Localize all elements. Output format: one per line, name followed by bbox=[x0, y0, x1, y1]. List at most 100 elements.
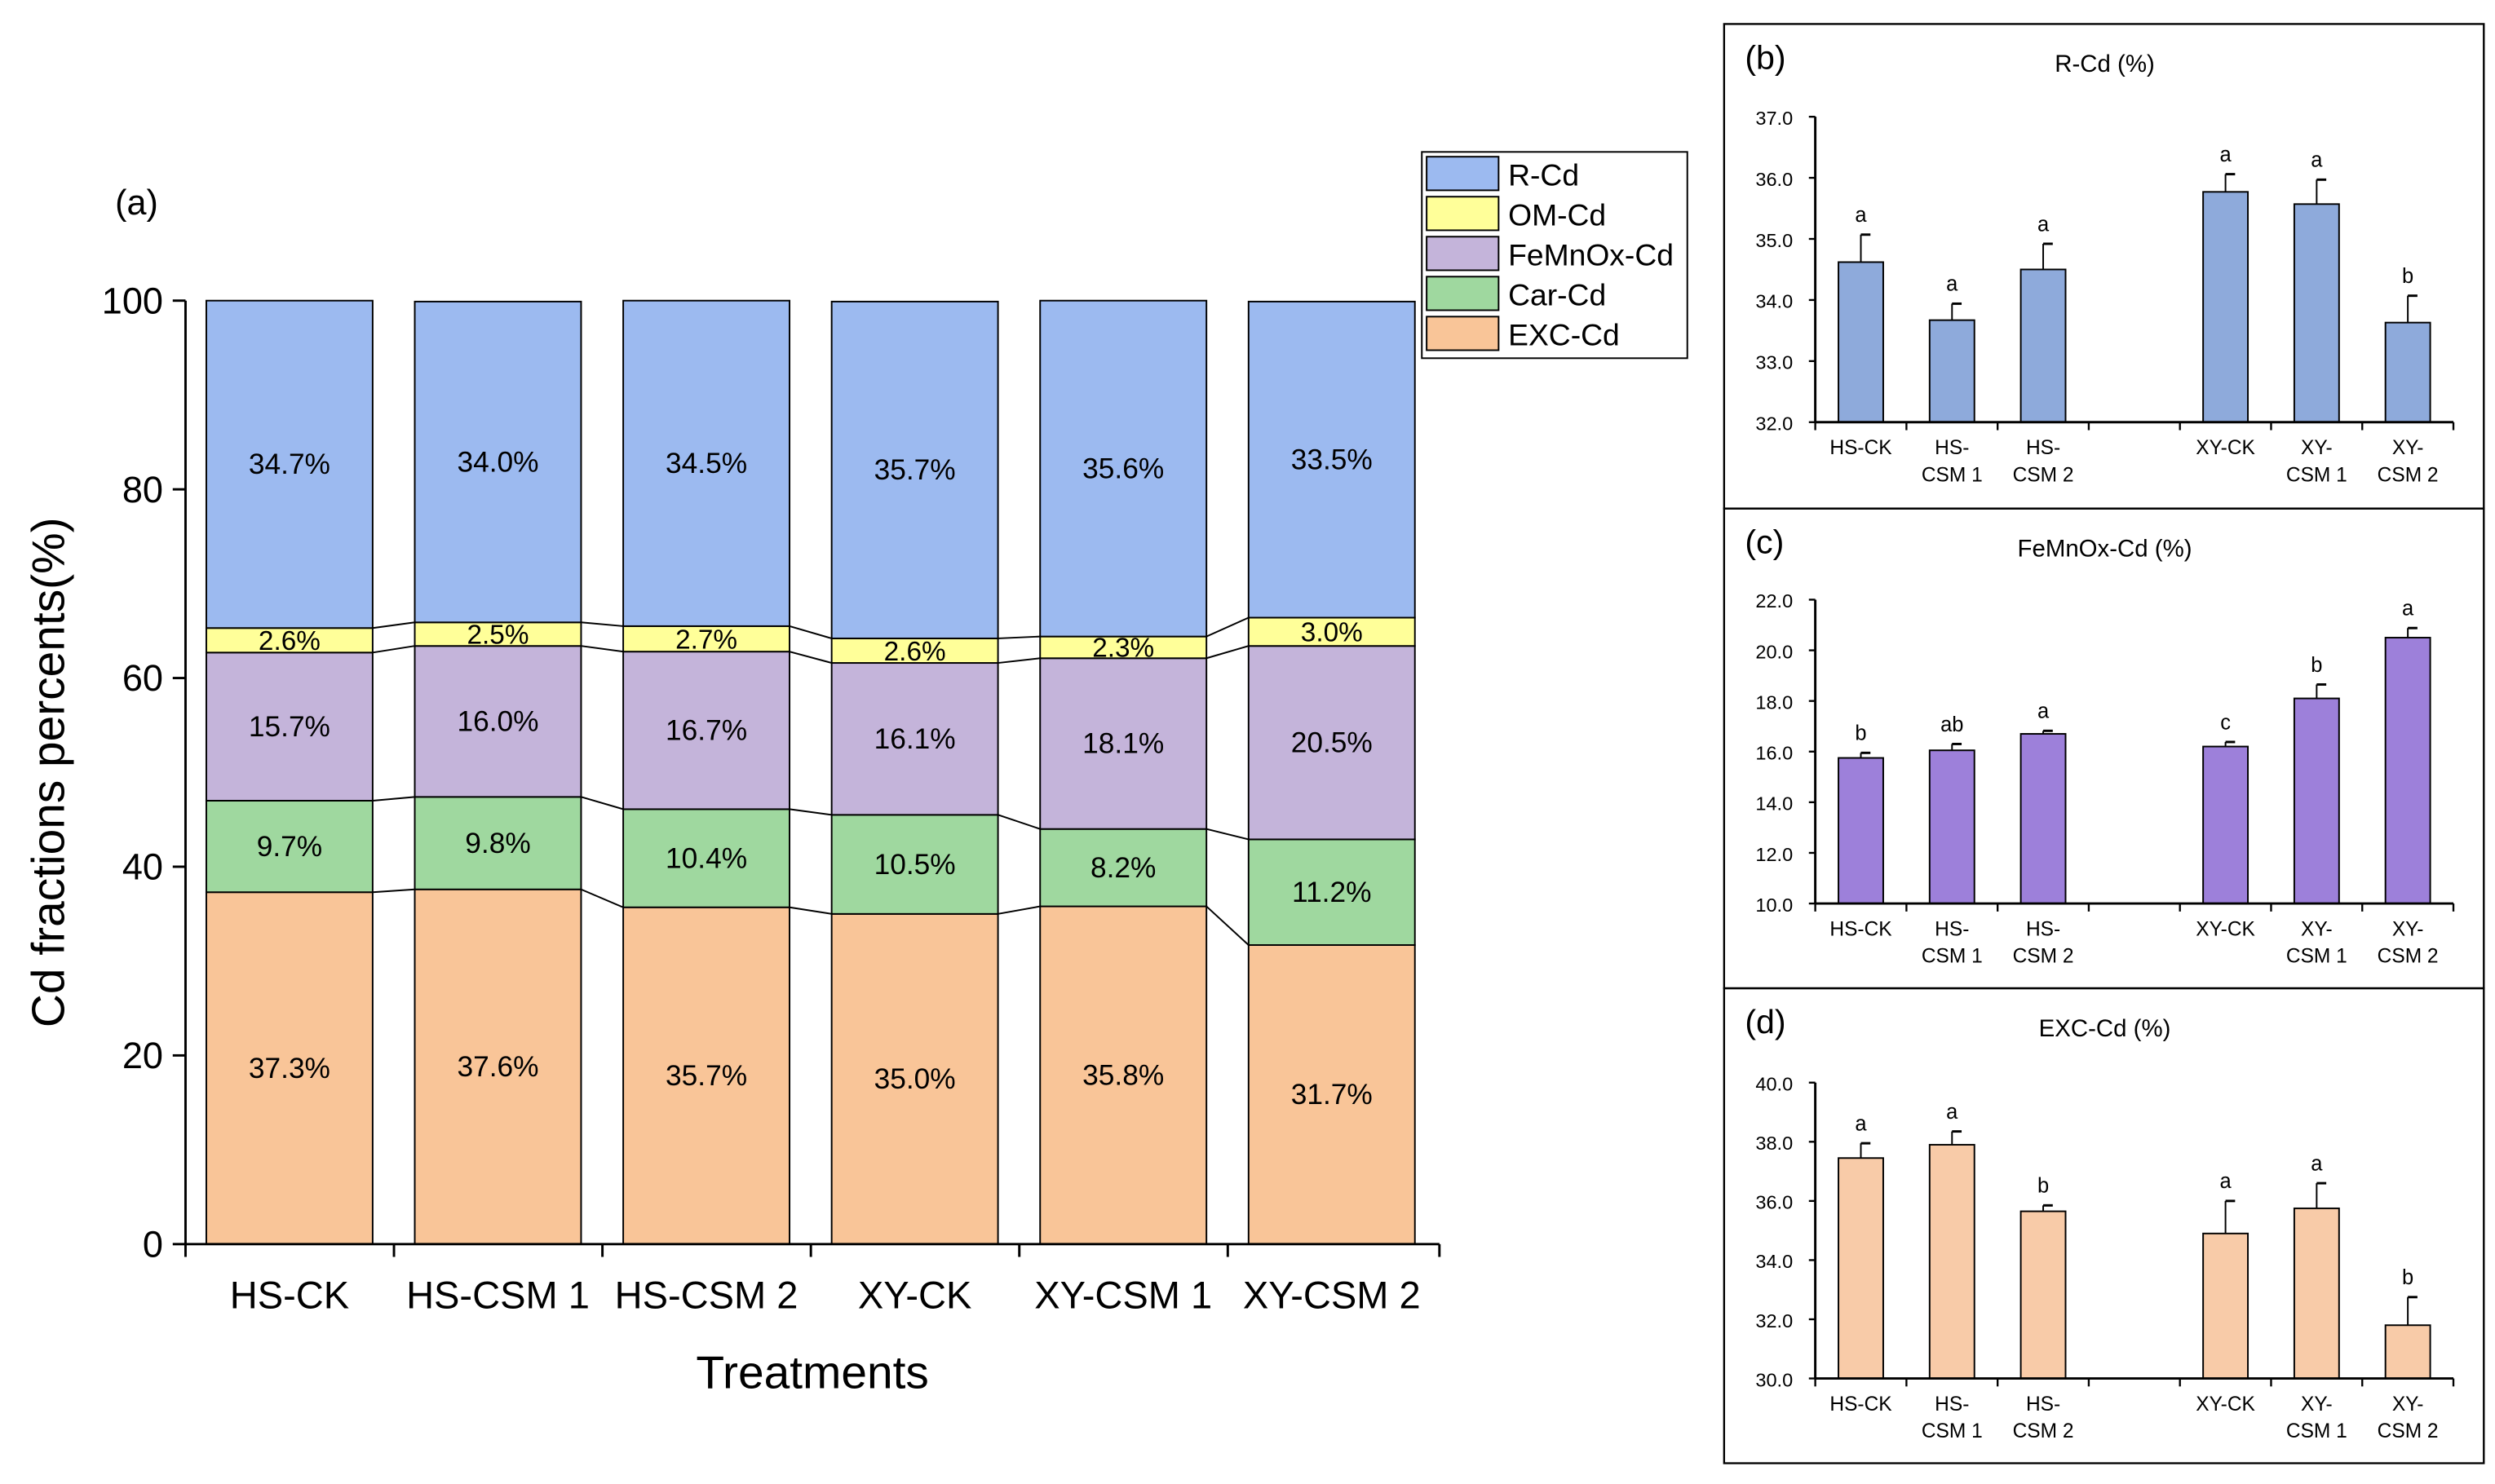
stacked-bar-car-cd-5 bbox=[1247, 838, 1416, 946]
x-tick-label: HS-CSM 1 bbox=[406, 1273, 590, 1316]
x-tick-label-line: XY- bbox=[2301, 437, 2333, 459]
x-tick-label-line: HS- bbox=[1935, 437, 1969, 459]
significance-letter: a bbox=[1855, 1112, 1867, 1135]
y-tick-label: 0 bbox=[143, 1224, 163, 1265]
x-tick-label: HS- CSM 1 bbox=[1922, 437, 1983, 486]
x-tick-label-line: CSM 2 bbox=[2378, 946, 2439, 968]
legend-swatch bbox=[1426, 156, 1500, 192]
connector-line bbox=[998, 814, 1041, 830]
segment-label: 16.7% bbox=[666, 715, 747, 747]
panel-title: FeMnOx-Cd (%) bbox=[2018, 535, 2192, 562]
significance-letter: a bbox=[2219, 1170, 2232, 1193]
stacked-bar-exc-cd-1 bbox=[414, 888, 582, 1245]
y-tick-label: 34.0 bbox=[1755, 1251, 1793, 1272]
significance-letter: b bbox=[2402, 1266, 2413, 1289]
bar bbox=[2202, 1232, 2249, 1380]
bar bbox=[1838, 1157, 1884, 1380]
y-tick-label: 80 bbox=[122, 469, 163, 510]
segment-label: 11.2% bbox=[1292, 877, 1371, 908]
bar bbox=[2384, 637, 2431, 905]
legend-label: FeMnOx-Cd bbox=[1508, 238, 1674, 272]
x-tick-label: HS-CSM 1 bbox=[1922, 918, 1983, 967]
x-tick-label: XY-CSM 1 bbox=[2286, 437, 2347, 486]
x-tick-label: HS-CSM 1 bbox=[1922, 1393, 1983, 1442]
stacked-bar-femnox-cd-4 bbox=[1039, 657, 1208, 830]
segment-label: 10.5% bbox=[874, 849, 956, 881]
segment-label: 2.6% bbox=[884, 637, 946, 667]
y-tick-label: 32.0 bbox=[1755, 413, 1793, 435]
segment-label: 18.1% bbox=[1082, 728, 1164, 760]
x-tick-label: HS- CSM 2 bbox=[2013, 918, 2074, 967]
bar bbox=[2293, 697, 2340, 905]
x-tick-label-line: HS- bbox=[1935, 918, 1969, 940]
panel-frame bbox=[1723, 507, 2485, 990]
x-tick-label: XY- CSM 2 bbox=[2378, 918, 2439, 967]
bar bbox=[1928, 319, 1975, 423]
segment-label: 33.5% bbox=[1291, 444, 1373, 475]
y-tick-label: 16.0 bbox=[1755, 743, 1793, 764]
y-axis-title: Cd fractions percents(%) bbox=[23, 517, 74, 1027]
stacked-bar-car-cd-3 bbox=[830, 814, 999, 915]
y-tick-label: 36.0 bbox=[1755, 169, 1793, 190]
y-tick-label: 40 bbox=[122, 846, 163, 888]
x-tick-label: HS-CK bbox=[1829, 918, 1892, 940]
connector-line bbox=[372, 796, 415, 802]
x-tick-label-line: HS- bbox=[2026, 918, 2060, 940]
x-tick-label: HS-CSM 2 bbox=[615, 1273, 798, 1316]
stacked-bar-r-cd-0 bbox=[205, 299, 374, 629]
connector-line bbox=[372, 888, 415, 894]
connector-line bbox=[998, 905, 1041, 915]
y-tick-label: 32.0 bbox=[1755, 1310, 1793, 1332]
segment-label: 34.7% bbox=[249, 448, 330, 480]
bar bbox=[1928, 749, 1975, 905]
legend-label: Car-Cd bbox=[1508, 278, 1606, 312]
significance-letter: b bbox=[1855, 722, 1866, 745]
panel-frame bbox=[1723, 987, 2485, 1464]
y-tick-label: 33.0 bbox=[1755, 352, 1793, 373]
x-tick-label-line: CSM 2 bbox=[2013, 946, 2074, 968]
segment-label: 8.2% bbox=[1090, 852, 1156, 884]
x-tick-label-line: CSM 1 bbox=[1922, 1420, 1983, 1442]
bar bbox=[2019, 1210, 2067, 1380]
x-tick-label-line: HS- bbox=[2026, 437, 2060, 459]
x-tick-label: XY-CK bbox=[2196, 437, 2255, 459]
segment-label: 35.8% bbox=[1082, 1059, 1164, 1091]
bar bbox=[1838, 757, 1884, 905]
x-tick-label: HS-CSM 2 bbox=[2013, 437, 2074, 486]
stacked-bar-r-cd-4 bbox=[1039, 299, 1208, 638]
legend-label: R-Cd bbox=[1508, 157, 1579, 192]
stacked-bar-om-cd-0 bbox=[205, 627, 374, 654]
x-tick-label: HS-CK bbox=[1829, 437, 1892, 459]
connector-line bbox=[581, 621, 624, 627]
x-tick-label: XY- CSM 2 bbox=[2378, 1393, 2439, 1442]
x-tick-label-line: HS- bbox=[2026, 1393, 2060, 1416]
x-tick-label-line: XY-CK bbox=[2196, 918, 2255, 940]
segment-label: 10.4% bbox=[666, 842, 747, 874]
connector-line bbox=[789, 906, 832, 915]
legend-label: EXC-Cd bbox=[1508, 318, 1620, 352]
stacked-bar-om-cd-5 bbox=[1247, 616, 1416, 647]
panel-title: EXC-Cd (%) bbox=[2039, 1015, 2171, 1042]
segment-label: 35.0% bbox=[874, 1063, 956, 1095]
x-tick-label: HS-CK bbox=[1829, 1393, 1892, 1416]
x-tick-label: XY-CSM 1 bbox=[1034, 1273, 1212, 1316]
connector-line bbox=[1205, 645, 1250, 660]
connector-line bbox=[1205, 616, 1250, 638]
x-tick-label-line: XY- bbox=[2301, 1393, 2333, 1416]
y-tick-label: 14.0 bbox=[1755, 793, 1793, 815]
significance-letter: a bbox=[1855, 204, 1867, 227]
segment-label: 31.7% bbox=[1291, 1079, 1373, 1111]
x-tick-label: XY-CSM 1 bbox=[2286, 1393, 2347, 1442]
stacked-bar-r-cd-5 bbox=[1247, 300, 1416, 619]
stacked-bar-car-cd-2 bbox=[622, 808, 791, 908]
significance-letter: a bbox=[2037, 700, 2050, 723]
y-tick-label: 20.0 bbox=[1755, 641, 1793, 662]
y-tick-label: 35.0 bbox=[1755, 230, 1793, 251]
y-tick-label: 10.0 bbox=[1755, 894, 1793, 916]
connector-line bbox=[789, 651, 832, 664]
bar bbox=[2202, 191, 2249, 423]
panel-label: (b) bbox=[1745, 38, 1785, 76]
stacked-bar-exc-cd-3 bbox=[830, 912, 999, 1245]
x-tick-label-line: XY- bbox=[2392, 1393, 2424, 1416]
x-tick-label-line: CSM 1 bbox=[1922, 464, 1983, 486]
